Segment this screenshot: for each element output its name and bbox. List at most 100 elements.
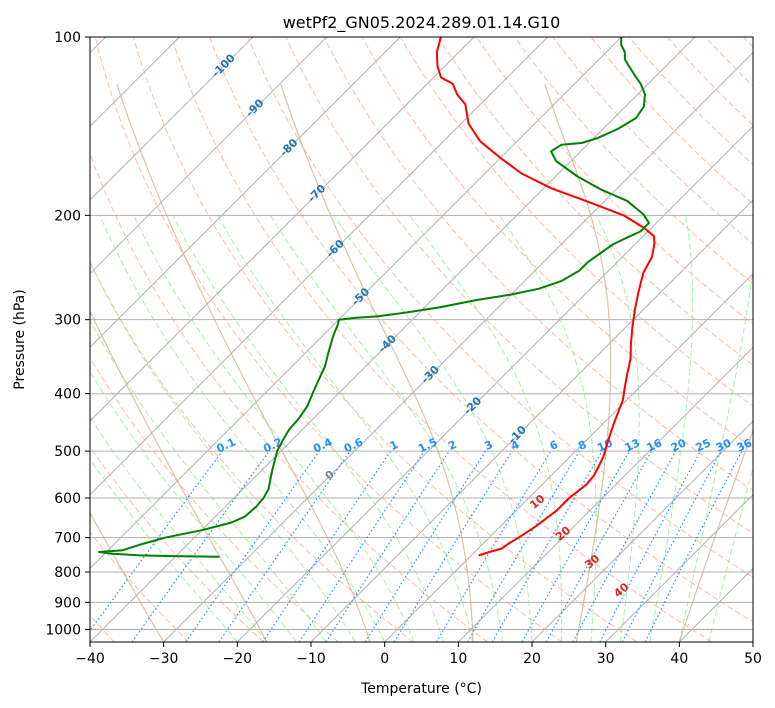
y-tick-label: 700 <box>54 531 81 547</box>
y-tick-label: 900 <box>54 595 81 611</box>
x-tick-label: 10 <box>449 651 467 667</box>
moist-adiabat-line <box>217 215 474 642</box>
mixing-ratio-label: 25 <box>693 436 712 454</box>
isotherm-line <box>90 37 401 349</box>
mixing-ratio-label: 16 <box>645 436 665 454</box>
isotherm-line <box>90 37 622 570</box>
theta-e-label: 40 <box>611 580 631 600</box>
isotherm-line <box>90 37 328 275</box>
mixing-ratio-label: 1.5 <box>416 435 439 455</box>
dry-adiabat-line <box>323 37 753 491</box>
sounding-series <box>98 37 656 558</box>
theta-e-label: 30 <box>582 552 602 572</box>
x-tick-label: 50 <box>744 651 762 667</box>
moist-adiabat-line <box>499 215 597 642</box>
moist-adiabat-line <box>90 458 238 642</box>
moist-adiabat-line <box>708 466 753 642</box>
dry-adiabat-line <box>209 37 753 623</box>
mixing-ratio-line <box>364 450 486 642</box>
moist-adiabat-line <box>133 215 415 642</box>
mixing-ratio-line <box>298 450 425 642</box>
dry-adiabat-line <box>437 37 753 366</box>
mixing-ratio-line <box>466 450 580 642</box>
y-tick-label: 800 <box>54 565 81 581</box>
isotherm-line <box>310 199 753 642</box>
moist-adiabat-line <box>270 215 503 642</box>
moist-adiabat-line <box>99 215 386 642</box>
x-tick-label: −40 <box>75 651 105 667</box>
mixing-ratio-label: 0.4 <box>311 435 334 455</box>
theta-e-curve <box>678 428 753 642</box>
theta-e-curve <box>90 511 165 642</box>
dry-adiabat-line <box>132 37 638 642</box>
mixing-ratio-line <box>572 450 677 642</box>
moist-adiabat-line <box>409 215 563 642</box>
isotherm-line <box>531 420 753 642</box>
y-tick-label: 200 <box>54 208 81 224</box>
y-tick-label: 500 <box>54 444 81 460</box>
moist-adiabat-line <box>333 215 533 642</box>
x-tick-label: 0 <box>380 651 389 667</box>
moist-adiabat-line <box>90 260 356 642</box>
x-tick-label: −20 <box>223 651 253 667</box>
isotherm-line <box>90 37 549 496</box>
dry-adiabat-line <box>552 37 753 245</box>
dry-adiabat-line <box>399 37 753 407</box>
x-tick-label: 40 <box>670 651 688 667</box>
isotherm-line <box>163 51 753 642</box>
theta-e-curve <box>90 309 268 642</box>
moist-adiabats <box>90 215 753 642</box>
x-axis: −40 −30 −20 −10 0 10 20 30 40 50 <box>75 642 762 667</box>
theta-e-curve <box>116 83 371 642</box>
isotherm-line <box>384 272 753 642</box>
theta-e-label: 20 <box>553 523 573 543</box>
isotherm-gridlines <box>90 37 753 642</box>
theta-e-curve <box>544 83 612 642</box>
temperature-line <box>435 37 656 557</box>
isotherm-line <box>90 37 696 642</box>
x-tick-label: −30 <box>149 651 179 667</box>
theta-e-curve <box>0 84 61 642</box>
x-tick-label: 20 <box>523 651 541 667</box>
moist-adiabat-line <box>596 215 640 642</box>
moist-adiabat-line <box>678 265 753 642</box>
dry-adiabat-line <box>94 37 563 642</box>
mixing-ratio-line <box>393 450 513 642</box>
mixing-ratio-label: 13 <box>623 436 642 454</box>
mixing-ratio-line <box>90 450 223 632</box>
mixing-ratio-line <box>185 450 320 642</box>
isotherm-line <box>90 37 475 422</box>
y-tick-label: 600 <box>54 491 81 507</box>
mixing-ratio-line <box>491 450 603 642</box>
moist-adiabat-line <box>90 319 327 642</box>
mixing-ratio-label: 20 <box>669 436 689 454</box>
dry-adiabat-line <box>743 37 753 48</box>
y-axis-label: Pressure (hPa) <box>12 289 28 389</box>
dry-adiabat-line <box>90 356 339 642</box>
theta-e-label: 10 <box>527 492 547 512</box>
mixing-ratio-label: 10 <box>595 436 615 454</box>
plot-area: -100-90-80-70-60-50-40-30-20-100.1 0.2 0.4… <box>0 37 753 642</box>
mixing-ratio-line <box>325 450 450 642</box>
dry-adiabats <box>90 37 753 642</box>
y-tick-label: 400 <box>54 387 81 403</box>
moist-adiabat-line <box>90 370 297 642</box>
dry-adiabat-line <box>247 37 753 578</box>
isotherm-line <box>236 125 753 642</box>
mixing-ratio-line <box>435 450 552 642</box>
y-tick-label: 300 <box>54 313 81 329</box>
moist-adiabat-line <box>649 215 694 642</box>
moist-adiabat-line <box>172 215 445 642</box>
chart-title: wetPf2_GN05.2024.289.01.14.G10 <box>283 13 561 33</box>
mixing-ratio-line <box>545 450 653 642</box>
dry-adiabat-line <box>285 37 753 535</box>
mixing-ratio-label: 0.6 <box>342 435 365 455</box>
dry-adiabat-line <box>704 37 753 87</box>
mixing-ratio-label: 30 <box>714 436 734 454</box>
isotherm-line <box>90 37 254 201</box>
dry-adiabat-line <box>514 37 753 285</box>
y-tick-label: 100 <box>54 30 81 46</box>
mixing-ratio-line <box>262 450 392 642</box>
mixing-ratio-line <box>521 450 631 642</box>
